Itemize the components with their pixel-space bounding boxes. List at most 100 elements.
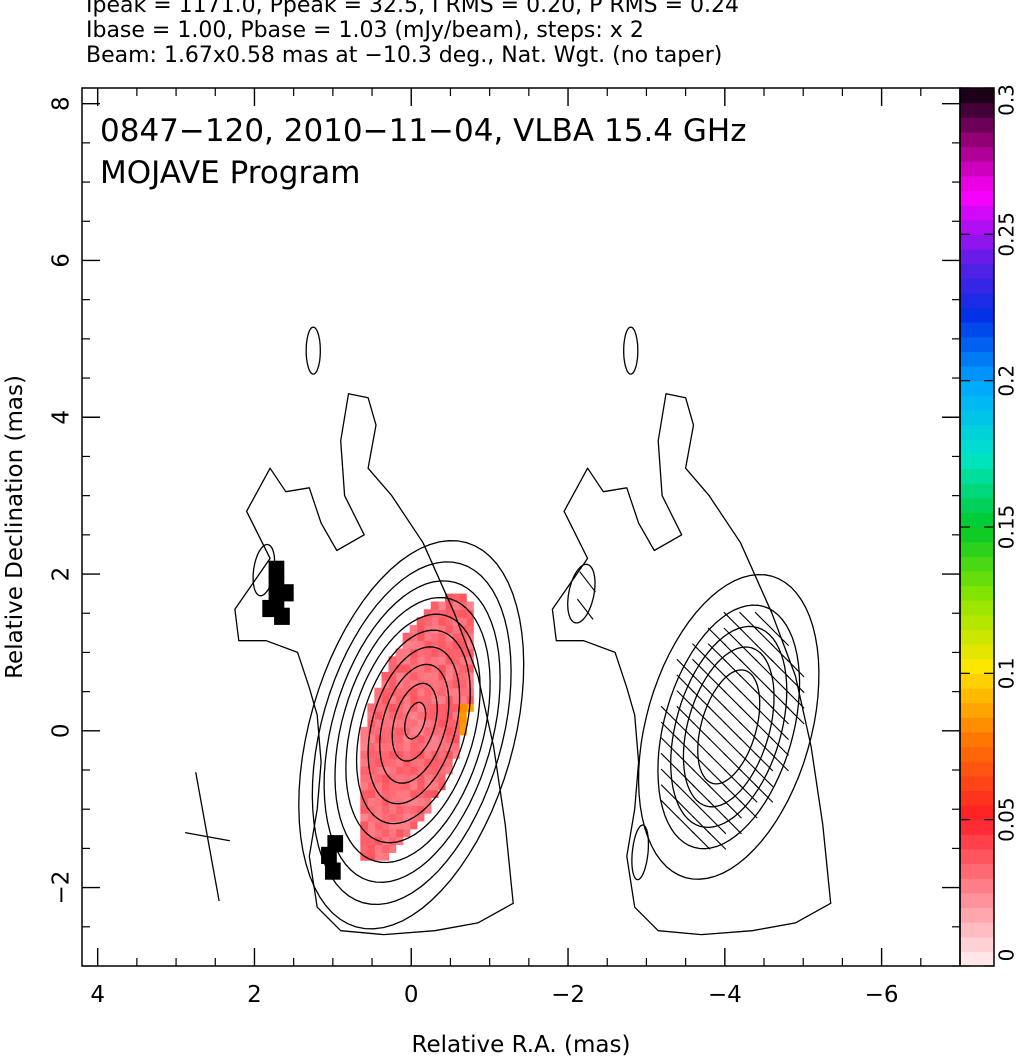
fracpol-pixel xyxy=(388,742,397,751)
y-axis-label: Relative Declination (mas) xyxy=(2,375,28,679)
fracpol-pixel xyxy=(367,781,376,791)
fracpol-pixel xyxy=(360,758,368,767)
evpa-tick xyxy=(692,784,711,803)
fracpol-pixel xyxy=(423,656,432,665)
evpa-tick xyxy=(739,674,758,694)
fracpol-pixel xyxy=(388,672,397,681)
fracpol-pixel xyxy=(388,781,397,791)
fracpol-pixel xyxy=(416,734,425,744)
fracpol-pixel xyxy=(445,656,453,665)
fracpol-pixel xyxy=(395,672,404,681)
fracpol-pixel xyxy=(409,711,418,720)
evpa-tick xyxy=(770,658,789,678)
evpa-tick xyxy=(660,737,680,756)
fracpol-pixel xyxy=(402,664,411,673)
contour-knot-left xyxy=(252,543,276,597)
fracpol-pixel xyxy=(445,632,453,642)
fracpol-pixel xyxy=(430,703,439,712)
fracpol-pixel xyxy=(374,781,383,791)
fracpol-pixel xyxy=(388,836,397,846)
fracpol-pixel xyxy=(409,679,418,689)
fracpol-pixel xyxy=(381,719,390,728)
colorbar-swatch xyxy=(960,600,994,616)
evpa-tick xyxy=(723,627,742,646)
fracpol-pixel xyxy=(452,734,460,744)
fracpol-pixel xyxy=(395,703,404,712)
fracpol-pixel xyxy=(416,625,425,634)
colorbar-swatch xyxy=(960,731,994,748)
contour-island-right xyxy=(623,326,639,375)
fracpol-pixel xyxy=(409,758,418,767)
contour-knot-right xyxy=(567,563,596,624)
colorbar-swatch xyxy=(960,468,994,484)
evpa-tick xyxy=(739,627,758,646)
fracpol-pixel xyxy=(437,726,446,736)
evpa-tick xyxy=(786,705,805,725)
colorbar-swatch xyxy=(960,687,994,704)
fracpol-pixel xyxy=(423,797,432,806)
evpa-tick xyxy=(770,721,789,741)
fracpol-pixel xyxy=(423,766,432,775)
fracpol-pixel xyxy=(437,625,446,634)
fracpol-pixel xyxy=(395,656,404,665)
evpa-tick xyxy=(723,705,742,725)
fracpol-pixel xyxy=(466,672,474,681)
contour-level-32 xyxy=(355,629,471,825)
fracpol-pixel xyxy=(409,640,418,650)
contour-level-2 xyxy=(311,561,512,906)
evpa-tick xyxy=(739,721,758,741)
contour-level-8 xyxy=(334,596,491,864)
fracpol-pixel xyxy=(445,640,453,650)
fracpol-pixel xyxy=(374,726,383,736)
fracpol-pixel xyxy=(423,640,432,650)
colorbar-swatch xyxy=(960,322,994,338)
fracpol-pixel xyxy=(423,695,432,704)
evpa-tick xyxy=(723,768,742,788)
fracpol-pixel xyxy=(409,805,418,814)
fracpol-pixel xyxy=(402,687,411,697)
evpa-tick xyxy=(676,721,695,741)
colorbar-swatch xyxy=(960,453,994,470)
fracpol-pixel xyxy=(395,789,404,798)
fracpol-pixel xyxy=(445,711,453,720)
y-tick-label: 8 xyxy=(49,96,75,111)
colorbar-tick-label: 0.1 xyxy=(995,657,1019,689)
fracpol-pixel xyxy=(409,719,418,728)
fracpol-pixel xyxy=(430,711,439,720)
fracpol-pixel xyxy=(416,664,425,673)
fracpol-pixel xyxy=(445,734,453,744)
fracpol-pixel xyxy=(409,672,418,681)
evpa-tick xyxy=(754,752,774,772)
fracpol-pixel xyxy=(416,695,425,704)
fracpol-pixel xyxy=(395,734,404,744)
fracpol-pixel xyxy=(381,672,390,681)
fracpol-pixel xyxy=(367,742,376,751)
colorbar-swatch xyxy=(960,234,994,250)
fracpol-pixel xyxy=(388,687,397,697)
fracpol-pixel xyxy=(445,687,453,697)
colorbar-swatch xyxy=(960,307,994,323)
contour-level-2 xyxy=(657,604,801,850)
fracpol-pixel xyxy=(423,734,432,744)
evpa-tick xyxy=(770,674,789,694)
fracpol-pixel xyxy=(430,695,439,704)
fracpol-pixel xyxy=(445,672,453,681)
fracpol-pixel xyxy=(430,648,439,657)
fracpol-pixel xyxy=(388,758,397,767)
fracpol-pixel xyxy=(437,719,446,728)
fracpol-pixel xyxy=(423,789,432,798)
contour-level-4 xyxy=(670,625,788,829)
fracpol-pixel xyxy=(437,664,446,673)
fracpol-pixel xyxy=(402,719,411,728)
fracpol-pixel xyxy=(430,719,439,728)
colorbar-swatch xyxy=(960,117,994,133)
fracpol-pixel xyxy=(416,742,425,751)
evpa-tick xyxy=(676,752,695,772)
colorbar-swatch xyxy=(960,673,994,689)
fracpol-pixel xyxy=(437,758,446,767)
fracpol-pixel xyxy=(416,773,425,783)
contour-level-16 xyxy=(345,613,481,844)
evpa-tick xyxy=(692,815,711,835)
evpa-tick xyxy=(660,705,680,725)
fracpol-pixel xyxy=(367,805,376,814)
